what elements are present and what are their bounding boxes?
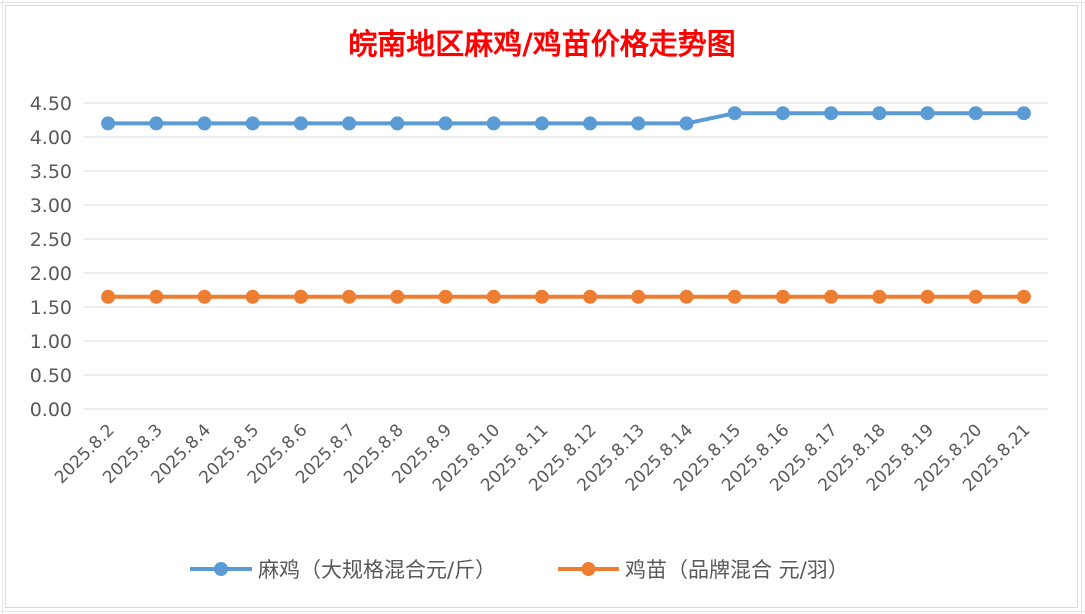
data-point: [197, 116, 212, 131]
data-point: [390, 289, 405, 304]
data-point: [149, 116, 164, 131]
data-point: [872, 106, 887, 121]
line-chart: 皖南地区麻鸡/鸡苗价格走势图 0.00 0.50 1.00 1.50 2.00 2.50 3…: [30, 27, 1048, 582]
series-line: [108, 111, 1024, 126]
legend-label: 麻鸡（大规格混合元/斤）: [258, 558, 496, 582]
data-point: [486, 116, 501, 131]
sheet-gridline: [1081, 0, 1082, 614]
data-point: [486, 289, 501, 304]
data-point: [920, 289, 935, 304]
data-point: [293, 116, 308, 131]
data-point: [631, 289, 646, 304]
y-tick-label: 4.00: [30, 127, 72, 149]
x-axis-ticks: 2025.8.22025.8.32025.8.42025.8.52025.8.6…: [51, 420, 1034, 495]
data-point: [101, 289, 116, 304]
series-lines: [101, 106, 1031, 304]
sheet-gridline: [2, 0, 3, 614]
data-point: [775, 106, 790, 121]
data-point: [390, 116, 405, 131]
y-tick-label: 0.00: [30, 399, 72, 421]
legend-item: 鸡苗（品牌混合 元/羽）: [558, 558, 849, 582]
data-point: [920, 106, 935, 121]
legend-label: 鸡苗（品牌混合 元/羽）: [625, 558, 849, 582]
gridlines: [84, 102, 1048, 410]
data-point: [631, 116, 646, 131]
y-tick-label: 4.50: [30, 93, 72, 115]
data-point: [583, 289, 598, 304]
data-point: [438, 289, 453, 304]
data-point: [534, 116, 549, 131]
chart-title: 皖南地区麻鸡/鸡苗价格走势图: [348, 27, 736, 61]
series-1: [101, 106, 1031, 131]
legend-swatch-marker: [214, 562, 228, 576]
legend: 麻鸡（大规格混合元/斤） 鸡苗（品牌混合 元/羽）: [190, 558, 849, 582]
data-point: [775, 289, 790, 304]
data-point: [438, 116, 453, 131]
y-tick-label: 2.00: [30, 263, 72, 285]
data-point: [583, 116, 598, 131]
legend-item: 麻鸡（大规格混合元/斤）: [190, 558, 496, 582]
data-point: [342, 116, 357, 131]
data-point: [679, 116, 694, 131]
y-tick-label: 1.00: [30, 331, 72, 353]
y-tick-label: 0.50: [30, 365, 72, 387]
data-point: [197, 289, 212, 304]
chart-frame[interactable]: 皖南地区麻鸡/鸡苗价格走势图 0.00 0.50 1.00 1.50 2.00 2.50 3…: [5, 5, 1078, 608]
y-tick-label: 3.50: [30, 161, 72, 183]
data-point: [245, 116, 260, 131]
data-point: [679, 289, 694, 304]
series-2: [101, 289, 1031, 304]
sheet-gridline: [0, 2, 1085, 3]
y-tick-label: 3.00: [30, 195, 72, 217]
data-point: [727, 289, 742, 304]
data-point: [149, 289, 164, 304]
data-point: [293, 289, 308, 304]
data-point: [534, 289, 549, 304]
legend-swatch-marker: [581, 562, 596, 576]
sheet-gridline: [0, 611, 1085, 612]
y-tick-label: 2.50: [30, 229, 72, 251]
data-point: [872, 289, 887, 304]
data-point: [101, 116, 116, 131]
data-point: [245, 289, 260, 304]
data-point: [1016, 106, 1031, 121]
data-point: [342, 289, 357, 304]
data-point: [727, 106, 742, 121]
y-tick-label: 1.50: [30, 297, 72, 319]
data-point: [968, 289, 983, 304]
data-point: [968, 106, 983, 121]
data-point: [1016, 289, 1031, 304]
y-axis-ticks: 0.00 0.50 1.00 1.50 2.00 2.50 3.00 3.50 4.00 4.50: [30, 93, 72, 421]
data-point: [824, 289, 839, 304]
data-point: [824, 106, 839, 121]
